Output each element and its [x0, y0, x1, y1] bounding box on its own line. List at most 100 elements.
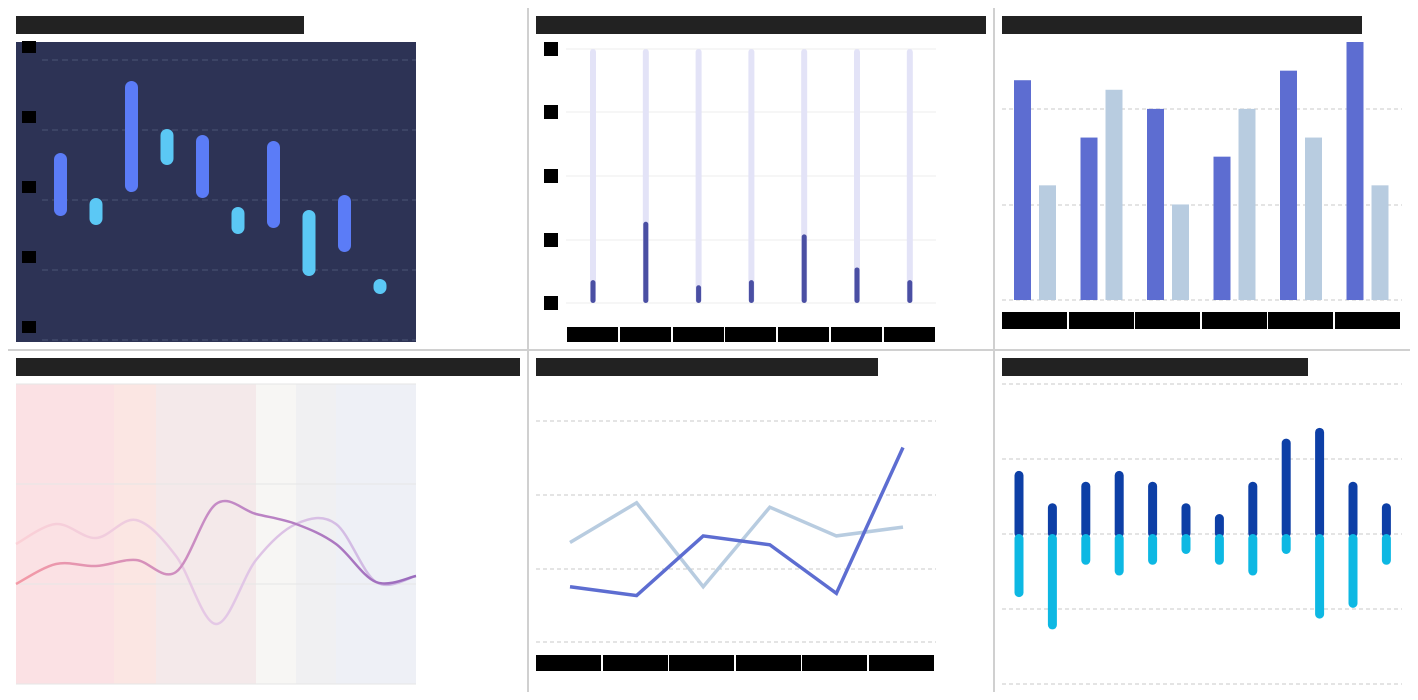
x-tick-label	[868, 655, 934, 671]
range-bar	[160, 129, 174, 165]
panel-2-title	[536, 16, 986, 34]
bar	[748, 280, 754, 303]
negative-bar	[1047, 534, 1057, 630]
range-bar	[338, 195, 351, 252]
x-tick-label	[619, 327, 671, 342]
bar	[1238, 108, 1256, 300]
bar	[1305, 137, 1322, 300]
positive-bar	[1181, 503, 1191, 538]
range-bar	[373, 279, 387, 294]
background-band	[256, 384, 296, 684]
bar	[1039, 185, 1056, 300]
x-tick-label	[567, 327, 618, 342]
bar	[1280, 70, 1297, 301]
chart-p6-diverging-bars	[1002, 383, 1402, 685]
x-tick-label	[536, 655, 601, 671]
positive-bar	[1114, 470, 1124, 538]
x-tick-label	[1268, 312, 1333, 329]
positive-bar	[1081, 481, 1091, 538]
range-bar	[89, 198, 103, 225]
chart-p3-grouped-bars	[1002, 42, 1402, 301]
panel-4-title	[16, 358, 520, 376]
x-tick-label	[669, 655, 734, 671]
bar	[1080, 137, 1098, 300]
negative-bar	[1148, 534, 1158, 565]
positive-bar	[1148, 481, 1158, 538]
series-line	[569, 500, 904, 590]
y-tick-label	[22, 321, 36, 333]
bar-track	[590, 49, 596, 303]
negative-bar	[1315, 534, 1325, 619]
chart-p5-lines	[536, 420, 936, 643]
y-tick-label	[544, 105, 558, 119]
negative-bar	[1014, 534, 1024, 598]
range-bar	[267, 141, 280, 228]
bar	[1213, 156, 1231, 300]
negative-bar	[1381, 534, 1391, 565]
positive-bar	[1014, 470, 1024, 538]
plot-background	[16, 42, 416, 342]
positive-bar	[1248, 481, 1258, 538]
x-tick-label	[735, 655, 801, 671]
positive-bar	[1047, 503, 1057, 538]
bar-track	[748, 49, 755, 303]
negative-bar	[1214, 534, 1224, 565]
x-tick-label	[602, 655, 668, 671]
bar	[1346, 42, 1364, 300]
bar	[643, 221, 649, 303]
bar-track	[854, 49, 860, 303]
panel-3-title	[1002, 16, 1362, 34]
range-bar	[302, 210, 316, 276]
chart-p2-bars	[566, 48, 936, 304]
negative-bar	[1081, 534, 1091, 565]
negative-bar	[1248, 534, 1258, 576]
x-tick-label	[1334, 312, 1400, 329]
x-tick-label	[1068, 312, 1134, 329]
x-tick-label	[1135, 312, 1200, 329]
range-bar	[54, 153, 67, 216]
negative-bar	[1114, 534, 1124, 576]
range-bar	[231, 207, 245, 234]
divider-horizontal	[8, 349, 1410, 351]
series-line	[15, 516, 417, 626]
bar-track	[906, 49, 913, 303]
x-tick-label	[1002, 312, 1067, 329]
y-tick-label	[22, 111, 36, 123]
x-tick-label	[672, 327, 724, 342]
bar	[907, 280, 913, 303]
background-band	[336, 384, 416, 684]
bar	[1371, 185, 1389, 300]
bar	[590, 280, 596, 303]
negative-bar	[1181, 534, 1191, 554]
panel-1-title	[16, 16, 304, 34]
x-tick-label	[778, 327, 830, 342]
x-tick-label	[883, 327, 935, 342]
bar	[1105, 89, 1123, 301]
positive-bar	[1348, 481, 1358, 538]
bar	[854, 267, 860, 303]
y-tick-label	[544, 42, 558, 56]
y-tick-label	[22, 41, 36, 53]
y-tick-label	[22, 251, 36, 263]
y-tick-label	[544, 296, 558, 310]
bar	[1014, 80, 1031, 300]
bar	[1147, 108, 1164, 300]
panel-5-title	[536, 358, 878, 376]
series-line	[569, 446, 905, 598]
background-band	[296, 384, 336, 684]
y-tick-label	[544, 169, 558, 183]
chart-p4-lines	[15, 383, 417, 685]
positive-bar	[1381, 503, 1391, 538]
background-band	[156, 384, 256, 684]
positive-bar	[1214, 514, 1224, 538]
y-tick-label	[544, 233, 558, 247]
range-bar	[125, 81, 138, 192]
series-line	[15, 499, 417, 586]
negative-bar	[1281, 534, 1291, 554]
chart-p1-floating-bars	[16, 42, 416, 342]
bar	[801, 234, 807, 303]
x-tick-label	[802, 655, 867, 671]
x-tick-label	[725, 327, 777, 342]
bar	[696, 285, 702, 303]
bar-track	[695, 49, 702, 303]
